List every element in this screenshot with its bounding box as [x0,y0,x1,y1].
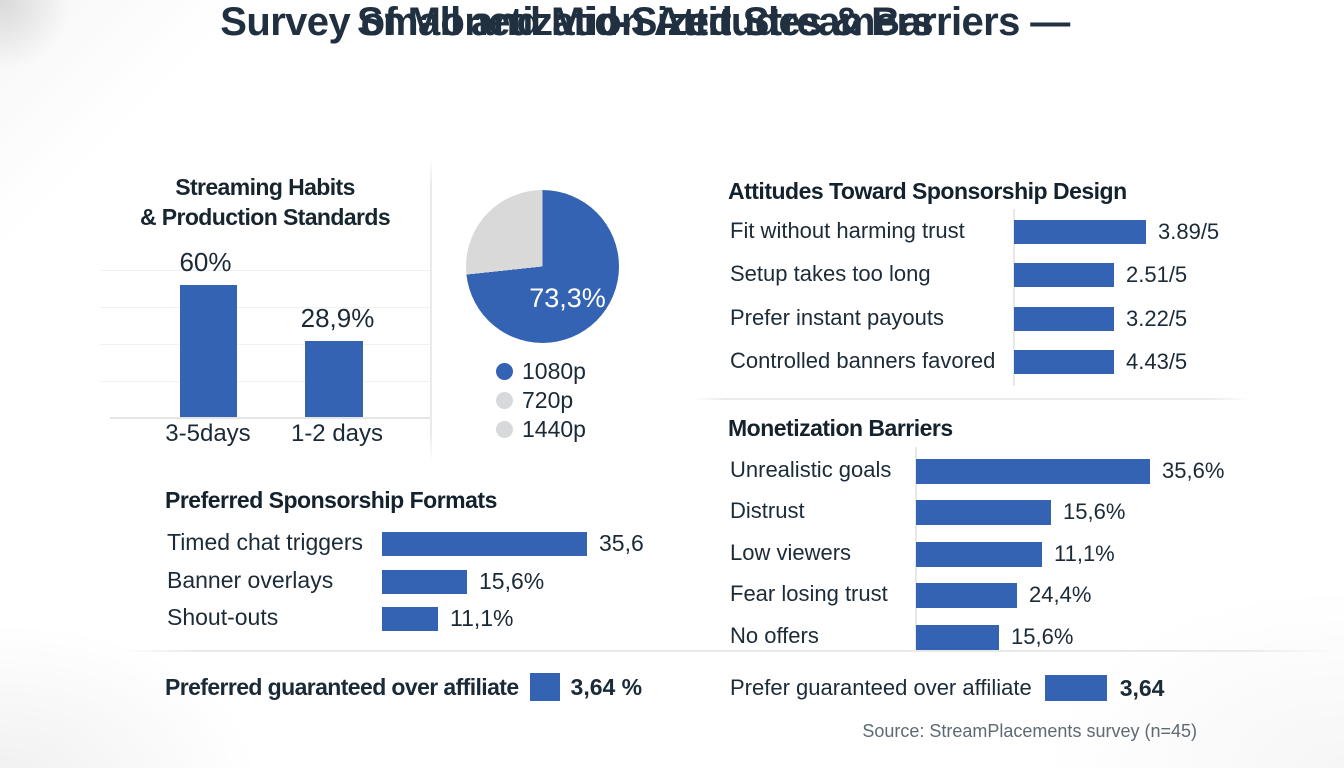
h-bar [382,569,467,594]
bar-value-label: 28,9% [300,303,375,333]
legend-dot-icon [496,392,513,409]
bar-label: Low viewers [730,540,852,565]
bar-label: Controlled banners favored [730,348,996,373]
x-axis-line [110,417,430,419]
bar-value: 15,6% [1063,499,1126,524]
bar-row: 15,6% [382,568,544,595]
bar-label: Timed chat triggers [167,529,363,555]
footer-stat-right: Prefer guaranteed over affiliate 3,64 [730,673,1164,703]
blue-square-icon [529,673,560,701]
legend-item-1440p: 1440p [496,415,586,444]
bar-value: 15,6% [479,568,545,594]
horizontal-divider [693,398,1250,400]
legend-dot-icon [496,421,513,438]
bar-label: Distrust [730,498,805,523]
footer-stat-label: Preferred guaranteed over affiliate [165,673,519,700]
barriers-title: Monetization Barriers [728,415,953,441]
h-bar [916,541,1042,567]
vertical-divider [430,156,432,463]
bar-value: 35,6 [599,530,644,556]
bar-value: 35,6% [1162,458,1225,483]
footer-stat-left: Preferred guaranteed over affiliate 3,64… [165,671,642,703]
h-bar [1014,307,1114,331]
bar-row: 2.51/5 [1014,262,1187,288]
horizontal-divider [123,650,1335,652]
h-bar [1014,220,1146,244]
column-bar-3-5-days [180,285,237,417]
bar-row: 35,6% [916,458,1224,484]
x-axis-label: 3-5days [165,420,251,447]
streaming-habits-title-line2: & Production Standards [139,204,391,230]
page-title-line2: Small and Mid-Sized Streamers [356,0,934,44]
bar-row: 11,1% [382,605,514,632]
footer-stat-value: 3,64 [1119,674,1165,701]
pie-legend: 1080p 720p 1440p [496,357,586,444]
legend-item-720p: 720p [496,386,586,415]
blue-bar-icon [1044,675,1107,701]
bar-row: 15,6% [916,624,1073,650]
bar-label: Setup takes too long [730,261,931,286]
bar-label: Fear losing trust [730,581,888,606]
h-bar [916,624,999,650]
footer-stat-value: 3,64 % [570,673,643,700]
bar-label: Shout-outs [167,604,279,630]
h-bar [916,458,1150,484]
pie-slice-label: 73,3% [529,283,606,313]
bar-row: 11,1% [916,541,1115,567]
gridline [100,307,430,308]
bar-row: 35,6 [382,530,644,557]
bar-label: No offers [730,623,819,648]
streaming-habits-title-line1: Streaming Habits [175,174,355,200]
legend-item-1080p: 1080p [496,357,586,386]
bar-row: 15,6% [916,499,1125,525]
bar-label: Banner overlays [167,567,334,593]
bar-value-label: 60% [179,247,232,277]
bar-row: 24,4% [916,582,1091,608]
bar-value: 11,1% [450,605,514,631]
h-bar [916,499,1051,525]
bar-label: Prefer instant payouts [730,305,945,330]
h-bar [916,582,1017,608]
column-bar-1-2-days [305,341,363,417]
bar-row: 3.22/5 [1014,306,1187,332]
source-attribution: Source: StreamPlacements survey (n=45) [862,721,1197,741]
bar-value: 11,1% [1054,541,1115,566]
gridline [100,270,430,271]
bar-value: 3.89/5 [1158,219,1220,244]
bar-value: 24,4% [1029,582,1092,607]
resolution-pie-chart [466,190,619,343]
h-bar [382,531,587,556]
legend-label: 1440p [522,416,586,442]
formats-title: Preferred Sponsorship Formats [165,487,497,513]
attitudes-title: Attitudes Toward Sponsorship Design [728,178,1127,204]
bar-label: Unrealistic goals [730,457,892,482]
h-bar [1014,350,1114,374]
legend-dot-icon [496,363,513,380]
bar-value: 2.51/5 [1126,262,1188,287]
bar-row: 3.89/5 [1014,219,1219,245]
h-bar [1014,263,1114,287]
bar-row: 4.43/5 [1014,349,1187,375]
gridline [100,381,430,382]
legend-label: 720p [522,387,574,413]
gridline [100,344,430,345]
bar-value: 4.43/5 [1126,349,1188,374]
y-axis-line [1013,209,1015,386]
bar-value: 3.22/5 [1126,306,1188,331]
bar-label: Fit without harming trust [730,218,965,243]
bar-value: 15,6% [1011,624,1074,649]
x-axis-label: 1-2 days [290,420,384,447]
page-title-line1: Survey of Monetization Attitudes & Barri… [220,0,1070,44]
legend-label: 1080p [522,358,586,384]
footer-stat-label: Prefer guaranteed over affiliate [730,675,1032,700]
h-bar [382,606,438,631]
